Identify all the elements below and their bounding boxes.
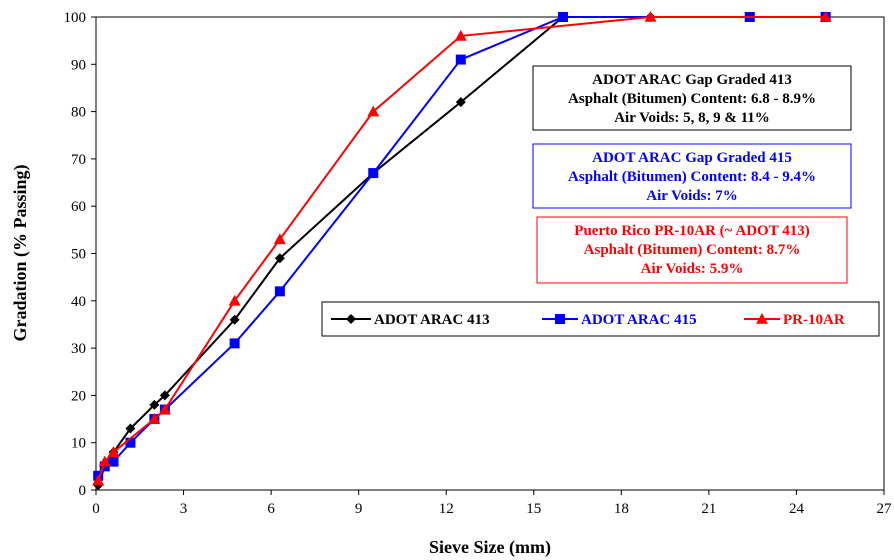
data-point [159,390,170,401]
y-axis-title: Gradation (% Passing) [10,164,31,341]
data-point [455,54,466,65]
data-point [644,11,657,22]
annotation-box: ADOT ARAC Gap Graded 415 Asphalt (Bitumen… [532,143,852,209]
data-point [229,338,240,349]
data-point [455,97,466,108]
y-axis-ticks: 0 10 20 30 40 50 60 70 80 90 100 [64,10,96,499]
annotation-frame [532,65,852,131]
data-point [107,446,120,457]
y-tick-label: 90 [71,57,86,73]
x-tick-label: 18 [614,501,629,517]
series-group [92,11,832,491]
data-point [274,286,285,297]
legend-swatch-marker [555,314,565,324]
data-point [228,294,241,306]
annotation-box: ADOT ARAC Gap Graded 413 Asphalt (Bitumen… [532,65,852,131]
annotation-line: ADOT ARAC Gap Graded 413 [592,72,792,88]
y-tick-label: 20 [71,388,86,404]
data-point [229,314,240,325]
x-tick-label: 9 [355,501,363,517]
legend-swatch-marker [346,314,356,324]
annotation-line: Air Voids: 5, 8, 9 & 11% [614,110,770,126]
data-point [819,11,832,22]
x-tick-label: 0 [92,501,100,517]
series-3 [92,11,832,486]
legend-item: ADOT ARAC 413 [331,312,490,328]
annotation-frame [536,216,848,284]
x-tick-label: 3 [180,501,188,517]
y-tick-label: 60 [71,199,86,215]
data-point [125,437,136,448]
data-point [557,12,568,22]
legend: ADOT ARAC 413 ADOT ARAC 415 PR-10AR [321,301,880,337]
x-axis-title: Sieve Size (mm) [429,537,551,558]
y-tick-label: 30 [71,341,86,357]
annotation-line: Air Voids: 7% [646,188,737,204]
legend-frame [321,301,880,337]
data-point [273,233,286,245]
data-point [149,399,160,410]
annotation-box: Puerto Rico PR-10AR (~ ADOT 413) Asphalt … [536,216,848,284]
x-tick-label: 24 [789,501,805,517]
legend-label: ADOT ARAC 413 [374,312,490,328]
data-point [368,168,379,179]
data-point [367,105,380,117]
x-axis-ticks: 0 3 6 9 12 15 18 21 24 27 [92,490,892,517]
data-point [125,423,136,434]
data-point [148,413,161,424]
annotation-frame [532,143,852,209]
x-tick-label: 27 [877,501,893,517]
legend-label: ADOT ARAC 415 [581,312,697,328]
annotation-line: Asphalt (Bitumen) Content: 8.7% [584,242,801,258]
annotation-line: Asphalt (Bitumen) Content: 6.8 - 8.9% [568,91,816,107]
legend-swatch-marker [756,313,768,324]
data-point [98,455,111,467]
data-point [158,403,171,415]
legend-item: ADOT ARAC 415 [542,312,697,328]
annotation-boxes: ADOT ARAC Gap Graded 413 Asphalt (Bitumen… [532,65,852,284]
data-point [454,29,467,41]
x-tick-label: 6 [267,501,275,517]
annotation-line: Air Voids: 5.9% [641,261,744,277]
data-point [274,253,285,264]
annotation-line: Puerto Rico PR-10AR (~ ADOT 413) [574,223,809,239]
y-tick-label: 40 [71,294,86,310]
x-tick-label: 21 [701,501,716,517]
y-tick-label: 50 [71,247,86,263]
data-point [108,456,119,467]
y-tick-label: 80 [71,105,86,121]
data-point [92,474,105,486]
y-tick-label: 70 [71,152,86,168]
legend-label: PR-10AR [783,312,845,328]
y-tick-label: 100 [64,10,87,26]
x-tick-label: 15 [526,501,541,517]
annotation-line: Asphalt (Bitumen) Content: 8.4 - 9.4% [568,169,816,185]
y-tick-label: 10 [71,436,86,452]
y-tick-label: 0 [79,483,87,499]
annotation-line: ADOT ARAC Gap Graded 415 [592,150,792,166]
x-tick-label: 12 [439,501,454,517]
legend-item: PR-10AR [744,312,845,328]
